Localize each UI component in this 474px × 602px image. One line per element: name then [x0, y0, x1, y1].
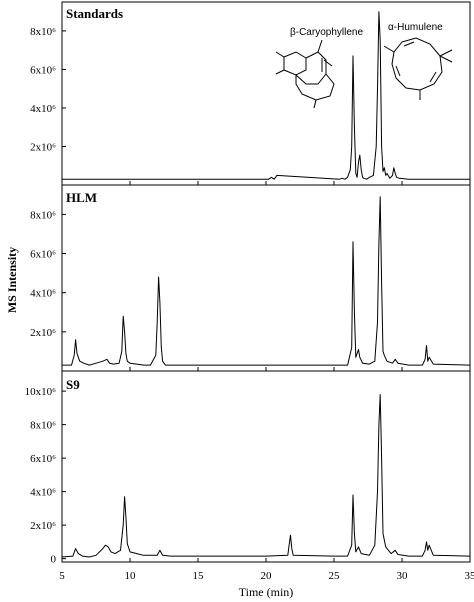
- y-tick-label-s9: 0: [51, 554, 57, 566]
- humulene-structure: [383, 37, 453, 100]
- caryophyllene-structure: [275, 39, 335, 109]
- panel-title-s9: S9: [66, 377, 80, 392]
- x-tick-label: 35: [465, 570, 474, 582]
- panel-title-hlm: HLM: [66, 190, 97, 205]
- y-tick-label-s9: 8x10⁶: [30, 420, 56, 432]
- y-axis-title: MS Intensity: [5, 247, 19, 313]
- y-tick-label-hlm: 8x10⁶: [30, 209, 56, 221]
- chromatogram-trace-hlm: [62, 196, 471, 366]
- x-tick-label: 5: [59, 570, 65, 582]
- x-tick-label: 20: [261, 570, 273, 582]
- chromatogram-trace-s9: [61, 394, 471, 558]
- y-tick-label-standards: 2x10⁶: [30, 141, 56, 153]
- x-tick-label: 10: [125, 570, 137, 582]
- plot-layer: 2x10⁶ 4x10⁶ 6x10⁶ 8x10⁶ 2x10⁶ 4x10⁶ 6x10⁶ 8x10⁶…: [25, 11, 474, 582]
- compound-label-caryophyllene: β-Caryophyllene: [290, 27, 363, 38]
- y-tick-label-standards: 6x10⁶: [30, 64, 56, 76]
- y-tick-label-hlm: 6x10⁶: [30, 249, 56, 261]
- x-tick-label: 15: [193, 570, 205, 582]
- y-tick-label-s9: 2x10⁶: [30, 520, 56, 532]
- compound-label-humulene: α-Humulene: [388, 22, 443, 33]
- y-tick-label-hlm: 2x10⁶: [30, 327, 56, 339]
- y-tick-label-s9: 4x10⁶: [30, 487, 56, 499]
- y-tick-label-s9: 6x10⁶: [30, 453, 56, 465]
- y-tick-label-standards: 8x10⁶: [30, 26, 56, 38]
- y-tick-label-s9: 10x10⁶: [25, 386, 57, 398]
- panel-frame-s9: [61, 370, 471, 563]
- y-tick-label-hlm: 4x10⁶: [30, 288, 56, 300]
- panel-title-standards: Standards: [66, 6, 123, 21]
- x-axis-title: Time (min): [239, 585, 294, 599]
- y-tick-label-standards: 4x10⁶: [30, 103, 56, 115]
- chromatogram-trace-standards: [62, 11, 470, 180]
- panel-frame-hlm: [61, 184, 471, 372]
- x-tick-label: 25: [329, 570, 341, 582]
- x-tick-label: 30: [397, 570, 409, 582]
